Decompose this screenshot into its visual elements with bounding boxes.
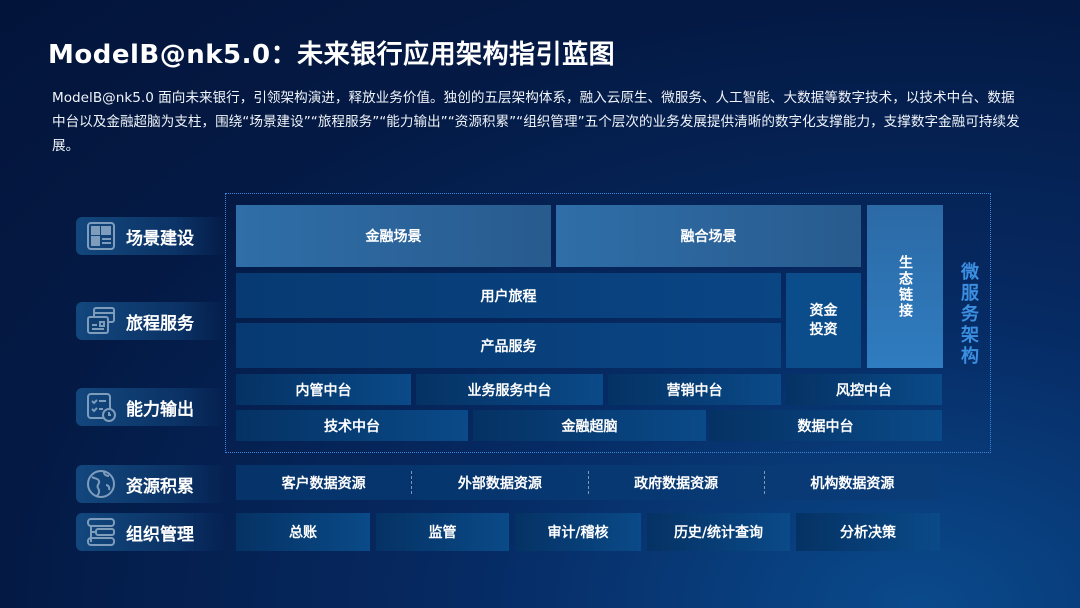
globe-icon bbox=[87, 470, 115, 498]
description: ModelB@nk5.0 面向未来银行，引领架构演进，释放业务价值。独创的五层架… bbox=[52, 90, 1020, 154]
layer-label: 旅程服务 bbox=[126, 313, 194, 334]
block-eco-link: 生态链接 bbox=[867, 205, 943, 368]
block-internal-mgmt: 内管中台 bbox=[236, 374, 411, 405]
layer-org: 组织管理 bbox=[76, 513, 226, 551]
cards-icon bbox=[87, 307, 115, 334]
resource-item: 政府数据资源 bbox=[589, 471, 765, 494]
layer-scene: 场景建设 bbox=[76, 217, 226, 255]
layer-label: 资源积累 bbox=[126, 476, 194, 497]
org-item: 审计/稽核 bbox=[515, 513, 641, 551]
microservice-label: 微服务架构 bbox=[958, 262, 979, 367]
resource-item: 机构数据资源 bbox=[810, 475, 895, 492]
resource-item: 客户数据资源 bbox=[236, 471, 413, 494]
block-tech: 技术中台 bbox=[236, 410, 468, 441]
block-finance-scene: 金融场景 bbox=[236, 205, 551, 267]
org-item: 总账 bbox=[236, 513, 370, 551]
layer-label: 场景建设 bbox=[126, 228, 194, 249]
block-brain: 金融超脑 bbox=[473, 410, 706, 441]
block-marketing: 营销中台 bbox=[608, 374, 781, 405]
page-title: ModelB@nk5.0：未来银行应用架构指引蓝图 bbox=[48, 40, 616, 70]
layer-journey: 旅程服务 bbox=[76, 302, 226, 340]
layer-label: 能力输出 bbox=[126, 399, 194, 420]
block-data: 数据中台 bbox=[709, 410, 942, 441]
layer-resource: 资源积累 bbox=[76, 465, 226, 503]
dashboard-icon bbox=[87, 222, 115, 250]
block-risk: 风控中台 bbox=[786, 374, 942, 405]
org-item: 分析决策 bbox=[796, 513, 940, 551]
block-biz-service: 业务服务中台 bbox=[416, 374, 603, 405]
layer-capability: 能力输出 bbox=[76, 388, 226, 426]
block-fund-invest: 资金投资 bbox=[786, 273, 861, 368]
resource-row: 客户数据资源 外部数据资源 政府数据资源 机构数据资源 bbox=[236, 465, 940, 500]
block-product-service: 产品服务 bbox=[236, 323, 781, 368]
flowchart-icon bbox=[87, 518, 115, 546]
resource-item: 外部数据资源 bbox=[412, 471, 589, 494]
block-fusion-scene: 融合场景 bbox=[556, 205, 861, 267]
block-user-journey: 用户旅程 bbox=[236, 273, 781, 318]
layer-label: 组织管理 bbox=[126, 524, 194, 545]
checklist-clock-icon bbox=[87, 393, 116, 422]
org-item: 历史/统计查询 bbox=[647, 513, 790, 551]
org-item: 监管 bbox=[376, 513, 509, 551]
